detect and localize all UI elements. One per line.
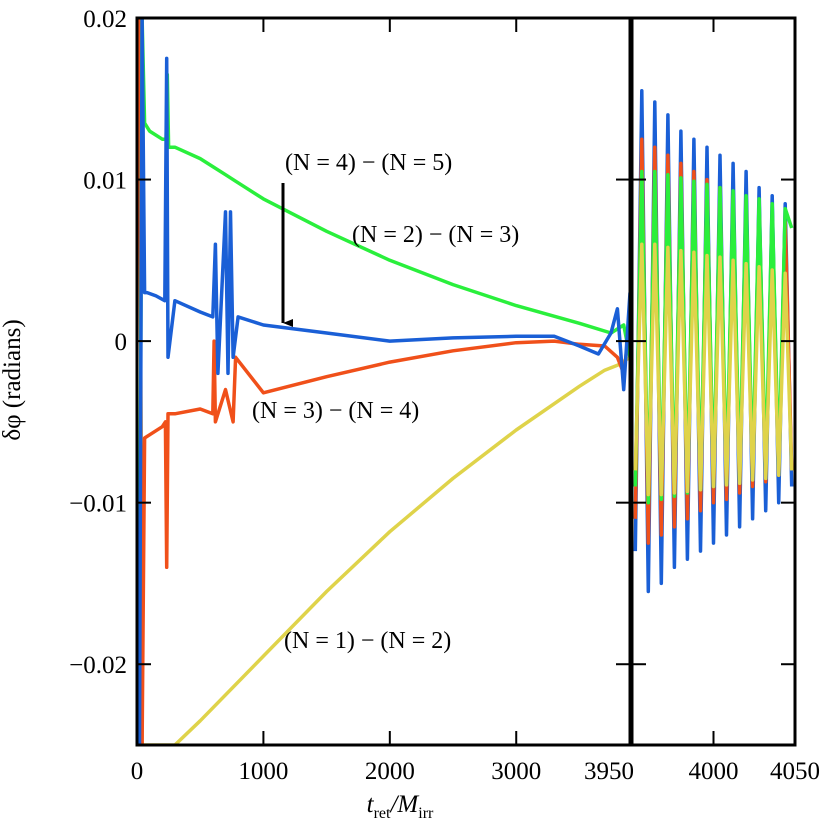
x-tick-label: 1000: [238, 758, 288, 785]
annotation: (N = 3) − (N = 4): [252, 398, 419, 424]
y-tick-label: 0.02: [83, 6, 127, 33]
series-line: [633, 137, 794, 545]
annotation: (N = 4) − (N = 5): [285, 150, 452, 176]
x-tick-label: 3000: [491, 758, 541, 785]
x-tick-label: 4050: [770, 758, 820, 785]
series-line: [137, 18, 630, 745]
series-line: [137, 18, 630, 665]
x-tick-label: 0: [131, 758, 144, 785]
x-axis-label: tret/Mirr: [367, 791, 434, 822]
y-tick-label: 0.01: [83, 168, 127, 195]
series-line: [633, 242, 794, 497]
annotation: (N = 1) − (N = 2): [284, 628, 451, 654]
y-axis-label: δφ (radians): [0, 319, 26, 440]
y-tick-label: 0: [115, 329, 128, 356]
y-tick-label: −0.02: [69, 652, 127, 679]
x-tick-label: 4000: [689, 758, 739, 785]
panel-frame: [135, 16, 632, 747]
panel-frame: [630, 16, 797, 747]
annotation: (N = 2) − (N = 3): [352, 222, 519, 248]
plot-area: [633, 88, 794, 594]
plot-area: [137, 18, 630, 745]
y-tick-label: −0.01: [69, 491, 127, 518]
x-tick-label: 3950: [584, 758, 634, 785]
x-tick-label: 2000: [365, 758, 415, 785]
series-line: [633, 88, 794, 594]
series-line: [137, 18, 630, 745]
